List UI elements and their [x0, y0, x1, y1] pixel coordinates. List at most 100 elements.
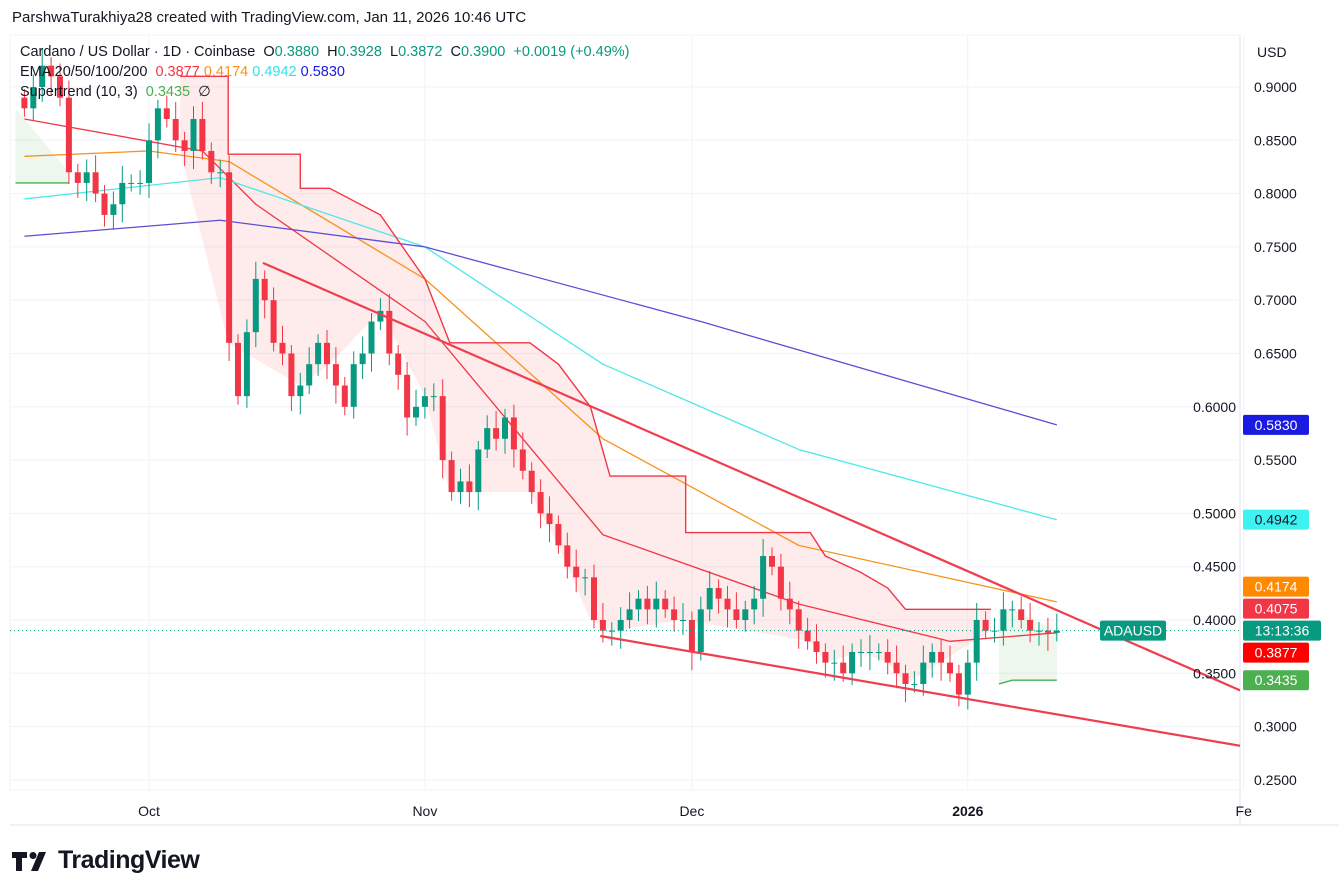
time-tick-label: 2026 [952, 803, 983, 819]
supertrend-up-fill [998, 609, 1057, 684]
supertrend-legend[interactable]: Supertrend (10, 3) 0.3435 ∅ [20, 82, 630, 102]
candle [608, 622, 615, 646]
low-value: 0.3872 [398, 44, 443, 60]
candle-body [938, 651, 945, 663]
ema20-price-badge-text: 0.3877 [1255, 645, 1298, 661]
chart-legend: Cardano / US Dollar · 1D · Coinbase O0.3… [20, 42, 630, 102]
tradingview-logo-icon [12, 851, 46, 871]
candle [235, 334, 241, 405]
candle-body [786, 598, 793, 610]
open-label: O [263, 44, 275, 60]
candle [706, 570, 713, 622]
candle-body [555, 524, 562, 546]
candle [466, 464, 473, 508]
candle-body [528, 470, 535, 493]
candle-body [395, 353, 402, 375]
candle [955, 664, 962, 707]
candle-body [110, 204, 117, 215]
candle [332, 347, 339, 404]
candle-body [858, 651, 864, 653]
candle [413, 389, 419, 426]
candle-body [813, 641, 820, 652]
candle-body [635, 598, 642, 610]
candle-body [368, 321, 375, 354]
candle [617, 607, 624, 649]
candle-body [377, 310, 384, 322]
supertrend-price-badge-bg [1243, 670, 1309, 691]
high-value: 0.3928 [337, 44, 382, 60]
price-tick-label: 0.4500 [1193, 559, 1236, 575]
candle-body [644, 598, 651, 610]
candle-body [21, 97, 28, 109]
candle [190, 106, 197, 170]
candle-body [840, 662, 847, 674]
candle-body [493, 428, 500, 439]
symbol-price-label-bg [1100, 620, 1166, 641]
low-label: L [390, 44, 399, 60]
candle [546, 496, 553, 543]
candle [21, 89, 28, 117]
candle-body [413, 406, 419, 418]
symbol-legend[interactable]: Cardano / US Dollar · 1D · Coinbase O0.3… [20, 42, 630, 62]
price-tick-label: 0.5500 [1254, 452, 1297, 468]
candle [101, 185, 108, 227]
candle [350, 351, 357, 419]
candle [57, 63, 63, 107]
supertrend-up-fill [15, 108, 69, 183]
ema200-line [24, 219, 1057, 426]
candle [484, 415, 491, 458]
plot-layer [15, 48, 1240, 747]
candle [208, 142, 215, 185]
ema50-price-badge-bg [1243, 576, 1309, 597]
trendline-upper [262, 261, 1240, 692]
candle [1027, 602, 1034, 643]
candle [973, 602, 980, 681]
high-label: H [327, 44, 338, 60]
open-value: 0.3880 [274, 44, 320, 60]
candle-body [599, 620, 606, 631]
candle [510, 404, 517, 468]
supertrend-label: Supertrend (10, 3) [20, 84, 138, 100]
candle [804, 617, 811, 650]
candle-body [973, 620, 980, 663]
candle [680, 602, 686, 635]
candle [448, 451, 455, 501]
hidden-icon[interactable]: ∅ [198, 84, 211, 100]
candle-body [760, 556, 767, 599]
candle [1009, 600, 1016, 628]
candle-body [475, 449, 482, 493]
candle [119, 165, 126, 223]
candle [1018, 596, 1025, 629]
symbol-name: Cardano / US Dollar · 1D · Coinbase [20, 44, 256, 60]
candle-body [39, 65, 46, 87]
candle [938, 639, 945, 681]
ema20-price-badge: 0.3877 [1243, 642, 1309, 663]
candle-body [591, 577, 597, 620]
candle-body [128, 182, 135, 184]
candle-body [1027, 620, 1034, 631]
logo-text: TradingView [58, 846, 200, 874]
candle [902, 664, 909, 703]
ema100-price-badge: 0.4942 [1243, 509, 1309, 530]
candle [297, 372, 304, 415]
time-tick-label: Fe [1236, 803, 1253, 819]
candle [528, 462, 535, 504]
ema-legend[interactable]: EMA 20/50/100/200 0.3877 0.4174 0.4942 0… [20, 62, 630, 82]
candle [386, 293, 393, 366]
candle [635, 590, 642, 622]
candle-body [733, 609, 740, 620]
candle-body [688, 620, 695, 652]
candle-body [653, 598, 660, 610]
candle-body [1009, 609, 1016, 611]
candle-body [83, 172, 90, 183]
candle [795, 600, 802, 649]
st-level-price-badge: 0.4075 [1243, 598, 1309, 619]
candle-body [439, 396, 446, 461]
candle-body [519, 449, 526, 471]
candle [724, 585, 731, 628]
candle [217, 159, 224, 188]
ema20-value: 0.3877 [155, 64, 200, 80]
candle [475, 440, 482, 511]
candle-body [288, 353, 295, 397]
